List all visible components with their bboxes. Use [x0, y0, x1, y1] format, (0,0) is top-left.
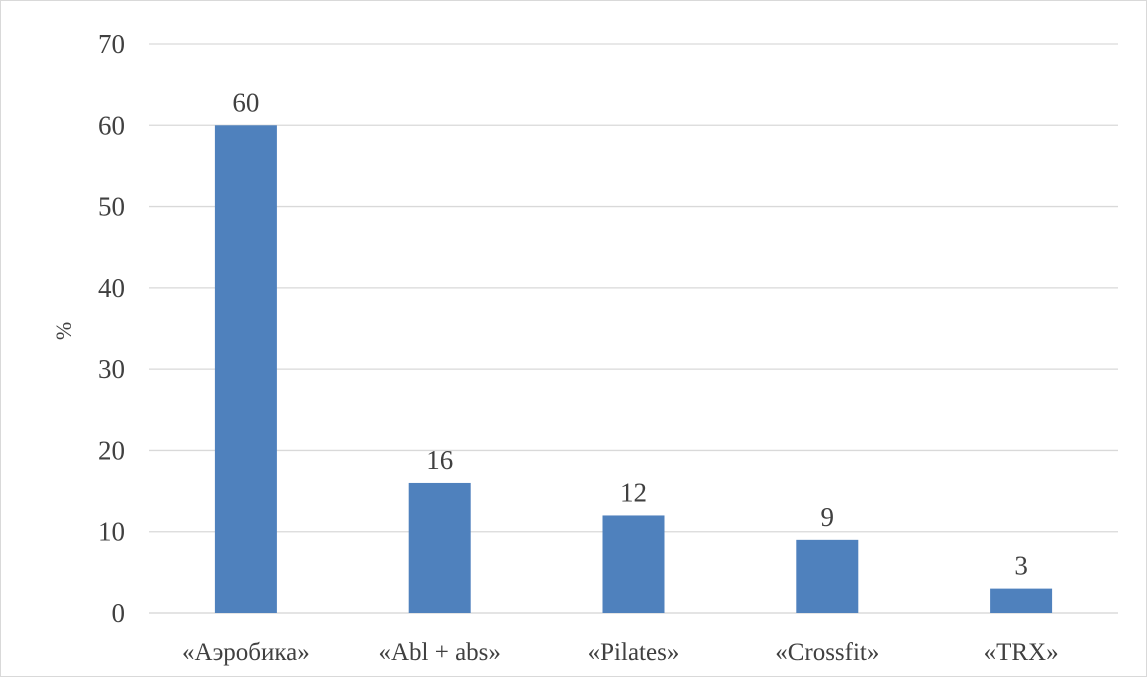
bar: [602, 515, 665, 613]
data-label: 16: [426, 445, 453, 475]
y-axis-title: %: [51, 322, 76, 340]
bars: [214, 125, 1053, 614]
x-category-label: «Crossfit»: [775, 639, 879, 666]
y-axis-ticks: 0 10 20 30 40 50 60 70: [98, 29, 125, 628]
data-labels: 60 16 12 9 3: [232, 87, 1027, 580]
data-label: 12: [620, 477, 647, 507]
bar: [214, 125, 277, 614]
y-tick-label: 60: [98, 110, 125, 140]
y-tick-label: 40: [98, 273, 125, 303]
x-category-label: «TRX»: [984, 639, 1059, 666]
bar: [796, 539, 859, 613]
y-tick-label: 70: [98, 29, 125, 59]
data-label: 9: [821, 502, 835, 532]
x-category-label: «Pilates»: [588, 639, 680, 666]
data-label: 60: [232, 87, 259, 117]
bar: [408, 482, 471, 613]
y-tick-label: 10: [98, 517, 125, 547]
y-tick-label: 30: [98, 354, 125, 384]
x-category-label: «Abl + abs»: [378, 639, 500, 666]
x-axis-labels: «Аэробика» «Abl + abs» «Pilates» «Crossfit»…: [182, 639, 1059, 666]
y-tick-label: 50: [98, 192, 125, 222]
y-tick-label: 20: [98, 435, 125, 465]
y-tick-label: 0: [112, 598, 126, 628]
x-category-label: «Аэробика»: [182, 639, 310, 666]
data-label: 3: [1014, 551, 1028, 581]
bar: [990, 588, 1053, 613]
